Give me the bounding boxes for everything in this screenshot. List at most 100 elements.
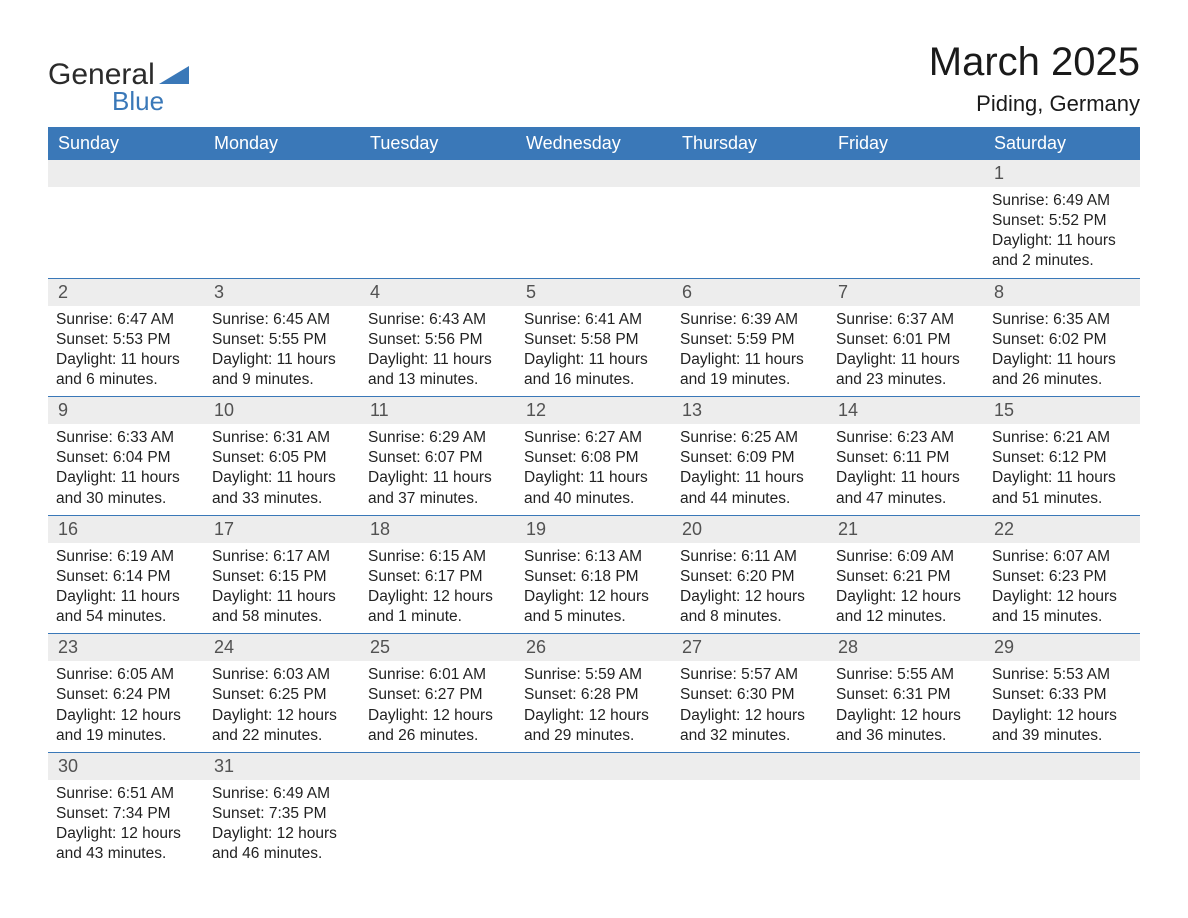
sunrise-text: Sunrise: 6:05 AM — [56, 665, 196, 685]
sunset-text: Sunset: 6:14 PM — [56, 567, 196, 587]
day-number: 11 — [360, 397, 516, 424]
sunrise-text: Sunrise: 6:47 AM — [56, 310, 196, 330]
sunrise-text: Sunrise: 6:37 AM — [836, 310, 976, 330]
sunset-text: Sunset: 6:08 PM — [524, 448, 664, 468]
day-data: Sunrise: 6:41 AMSunset: 5:58 PMDaylight:… — [516, 306, 672, 397]
daylight-text: Daylight: 12 hours and 36 minutes. — [836, 706, 976, 746]
month-title: March 2025 — [929, 40, 1140, 85]
day-data: Sunrise: 6:19 AMSunset: 6:14 PMDaylight:… — [48, 543, 204, 634]
day-number: 3 — [204, 279, 360, 306]
day-number: 18 — [360, 516, 516, 543]
day-data — [360, 187, 516, 207]
day-number — [360, 753, 516, 780]
day-data: Sunrise: 6:09 AMSunset: 6:21 PMDaylight:… — [828, 543, 984, 634]
sunrise-text: Sunrise: 6:17 AM — [212, 547, 352, 567]
sunset-text: Sunset: 6:09 PM — [680, 448, 820, 468]
sunset-text: Sunset: 5:58 PM — [524, 330, 664, 350]
day-data: Sunrise: 5:57 AMSunset: 6:30 PMDaylight:… — [672, 661, 828, 752]
day-number: 19 — [516, 516, 672, 543]
sunrise-text: Sunrise: 6:07 AM — [992, 547, 1132, 567]
sunset-text: Sunset: 6:33 PM — [992, 685, 1132, 705]
sunset-text: Sunset: 5:52 PM — [992, 211, 1132, 231]
weekday-header: Tuesday — [360, 127, 516, 160]
sunset-text: Sunset: 6:23 PM — [992, 567, 1132, 587]
daydata-row: Sunrise: 6:33 AMSunset: 6:04 PMDaylight:… — [48, 424, 1140, 515]
daylight-text: Daylight: 11 hours and 6 minutes. — [56, 350, 196, 390]
day-data: Sunrise: 6:11 AMSunset: 6:20 PMDaylight:… — [672, 543, 828, 634]
sunset-text: Sunset: 6:31 PM — [836, 685, 976, 705]
day-number: 14 — [828, 397, 984, 424]
daylight-text: Daylight: 11 hours and 44 minutes. — [680, 468, 820, 508]
weekday-header: Monday — [204, 127, 360, 160]
day-data: Sunrise: 6:17 AMSunset: 6:15 PMDaylight:… — [204, 543, 360, 634]
day-number: 15 — [984, 397, 1140, 424]
day-number — [204, 160, 360, 187]
daylight-text: Daylight: 12 hours and 15 minutes. — [992, 587, 1132, 627]
daylight-text: Daylight: 12 hours and 19 minutes. — [56, 706, 196, 746]
daydata-row: Sunrise: 6:49 AMSunset: 5:52 PMDaylight:… — [48, 187, 1140, 278]
day-number: 5 — [516, 279, 672, 306]
day-number — [672, 753, 828, 780]
weekday-header: Saturday — [984, 127, 1140, 160]
sunset-text: Sunset: 6:11 PM — [836, 448, 976, 468]
daylight-text: Daylight: 12 hours and 22 minutes. — [212, 706, 352, 746]
logo-text-general: General — [48, 58, 155, 92]
daynum-row: 1 — [48, 160, 1140, 187]
daylight-text: Daylight: 11 hours and 19 minutes. — [680, 350, 820, 390]
day-number: 28 — [828, 634, 984, 661]
daynum-row: 3031 — [48, 752, 1140, 780]
day-data: Sunrise: 6:47 AMSunset: 5:53 PMDaylight:… — [48, 306, 204, 397]
daynum-row: 16171819202122 — [48, 515, 1140, 543]
sunset-text: Sunset: 6:04 PM — [56, 448, 196, 468]
day-number: 6 — [672, 279, 828, 306]
daylight-text: Daylight: 11 hours and 9 minutes. — [212, 350, 352, 390]
logo-triangle-icon — [159, 58, 189, 92]
day-data: Sunrise: 6:27 AMSunset: 6:08 PMDaylight:… — [516, 424, 672, 515]
day-data — [48, 187, 204, 207]
weekday-header: Thursday — [672, 127, 828, 160]
daydata-row: Sunrise: 6:19 AMSunset: 6:14 PMDaylight:… — [48, 543, 1140, 634]
calendar-thead: SundayMondayTuesdayWednesdayThursdayFrid… — [48, 127, 1140, 160]
daylight-text: Daylight: 11 hours and 40 minutes. — [524, 468, 664, 508]
day-number — [516, 160, 672, 187]
day-data: Sunrise: 6:43 AMSunset: 5:56 PMDaylight:… — [360, 306, 516, 397]
sunset-text: Sunset: 6:21 PM — [836, 567, 976, 587]
day-number: 8 — [984, 279, 1140, 306]
sunrise-text: Sunrise: 6:27 AM — [524, 428, 664, 448]
sunrise-text: Sunrise: 6:13 AM — [524, 547, 664, 567]
day-data: Sunrise: 6:21 AMSunset: 6:12 PMDaylight:… — [984, 424, 1140, 515]
daylight-text: Daylight: 11 hours and 37 minutes. — [368, 468, 508, 508]
day-data — [516, 187, 672, 207]
daylight-text: Daylight: 11 hours and 13 minutes. — [368, 350, 508, 390]
sunrise-text: Sunrise: 5:57 AM — [680, 665, 820, 685]
day-number — [828, 753, 984, 780]
day-number — [360, 160, 516, 187]
day-number: 24 — [204, 634, 360, 661]
day-number: 21 — [828, 516, 984, 543]
day-data: Sunrise: 6:03 AMSunset: 6:25 PMDaylight:… — [204, 661, 360, 752]
day-number: 27 — [672, 634, 828, 661]
sunset-text: Sunset: 6:07 PM — [368, 448, 508, 468]
day-number: 10 — [204, 397, 360, 424]
daydata-row: Sunrise: 6:47 AMSunset: 5:53 PMDaylight:… — [48, 306, 1140, 397]
day-data: Sunrise: 6:07 AMSunset: 6:23 PMDaylight:… — [984, 543, 1140, 634]
day-number: 31 — [204, 753, 360, 780]
daynum-row: 2345678 — [48, 278, 1140, 306]
day-number: 26 — [516, 634, 672, 661]
day-number — [516, 753, 672, 780]
sunset-text: Sunset: 5:56 PM — [368, 330, 508, 350]
sunset-text: Sunset: 6:20 PM — [680, 567, 820, 587]
sunrise-text: Sunrise: 6:09 AM — [836, 547, 976, 567]
sunrise-text: Sunrise: 6:43 AM — [368, 310, 508, 330]
day-data — [516, 780, 672, 800]
sunrise-text: Sunrise: 6:15 AM — [368, 547, 508, 567]
weekday-header: Wednesday — [516, 127, 672, 160]
sunrise-text: Sunrise: 6:51 AM — [56, 784, 196, 804]
calendar-table: SundayMondayTuesdayWednesdayThursdayFrid… — [48, 127, 1140, 870]
day-data: Sunrise: 6:51 AMSunset: 7:34 PMDaylight:… — [48, 780, 204, 871]
daylight-text: Daylight: 12 hours and 32 minutes. — [680, 706, 820, 746]
logo-top-row: General — [48, 58, 189, 92]
sunset-text: Sunset: 5:59 PM — [680, 330, 820, 350]
sunrise-text: Sunrise: 6:35 AM — [992, 310, 1132, 330]
sunset-text: Sunset: 6:17 PM — [368, 567, 508, 587]
